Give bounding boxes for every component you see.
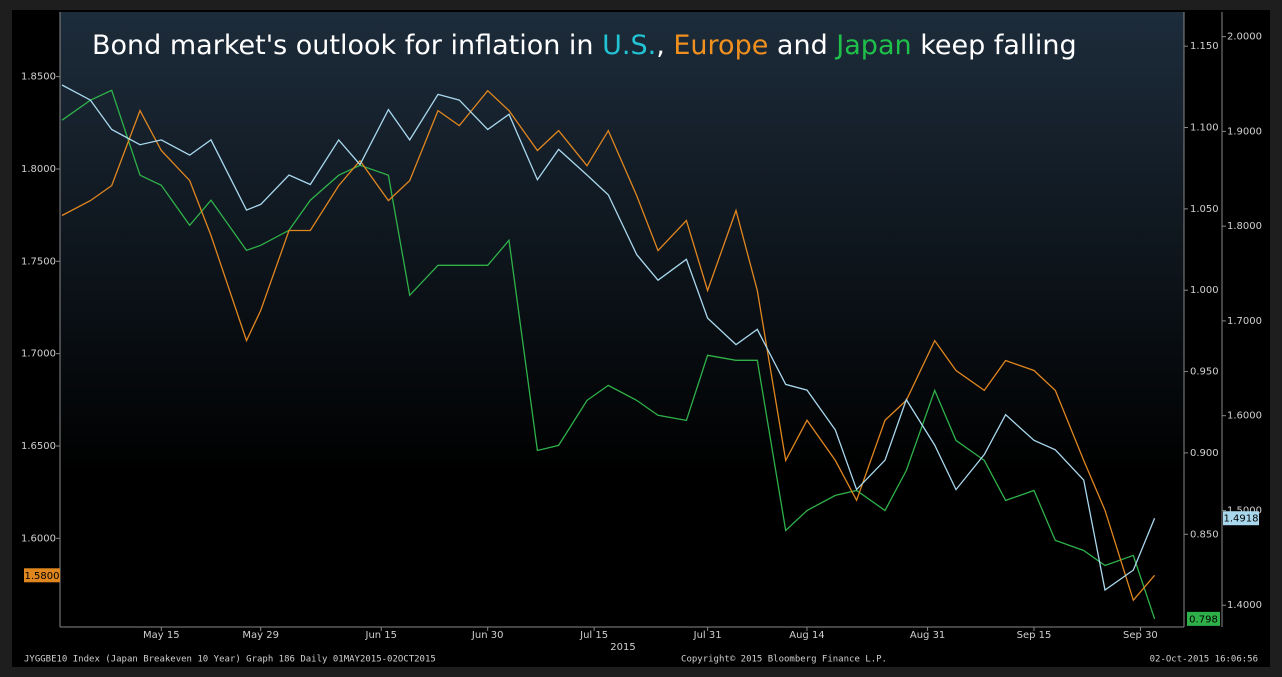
y-tick-label: 1.9000 [1227, 126, 1262, 137]
series-line [61, 89, 1156, 602]
x-tick-label: Jun 30 [471, 630, 504, 641]
title-series-name: Japan [834, 30, 911, 61]
y-tick-label: 1.6000 [1227, 411, 1262, 422]
y-tick-label: 1.8000 [1227, 221, 1262, 232]
chart-title: Bond market's outlook for inflation in U… [92, 30, 1077, 61]
y-tick-label: 1.4000 [1227, 600, 1262, 611]
title-text: and [768, 30, 836, 61]
title-text: , [656, 30, 673, 61]
y-tick-label: 1.7000 [1227, 316, 1262, 327]
series-line [61, 89, 1156, 620]
y-tick-label: 1.5000 [1227, 505, 1262, 516]
y-tick-label: 1.6000 [21, 533, 56, 544]
last-value-label: 1.5800 [25, 571, 60, 582]
y-tick-label: 0.900 [1190, 448, 1219, 459]
y-tick-label: 1.150 [1190, 41, 1219, 52]
y-tick-label: 1.7000 [21, 349, 56, 360]
footer-right: 02-Oct-2015 16:06:56 [1150, 655, 1258, 665]
x-tick-label: May 15 [143, 630, 180, 641]
x-tick-label: Aug 14 [789, 630, 824, 641]
x-tick-label: Aug 31 [910, 630, 945, 641]
last-value-box [1223, 511, 1259, 526]
x-tick-label: Jul 31 [693, 630, 722, 641]
y-tick-label: 2.0000 [1227, 32, 1262, 43]
x-tick-label: May 29 [242, 630, 279, 641]
title-text: keep falling [912, 30, 1077, 61]
x-tick-label: Jun 15 [365, 630, 398, 641]
y-tick-label: 1.6500 [21, 441, 56, 452]
x-tick-label: Jul 15 [579, 630, 608, 641]
plot-area [60, 12, 1184, 627]
footer-left: JYGGBE10 Index (Japan Breakeven 10 Year)… [24, 655, 436, 665]
x-tick-label: Sep 15 [1017, 630, 1052, 641]
last-value-box [24, 568, 60, 583]
y-tick-label: 0.950 [1190, 367, 1219, 378]
last-value-label: 1.4918 [1224, 514, 1259, 525]
title-series-name: U.S. [602, 30, 656, 61]
y-tick-label: 0.850 [1190, 529, 1219, 540]
series-line [61, 84, 1156, 592]
x-tick-label: Sep 30 [1123, 630, 1158, 641]
y-tick-label: 1.100 [1190, 123, 1219, 134]
footer-center: Copyright© 2015 Bloomberg Finance L.P. [681, 655, 887, 665]
title-series-name: Europe [673, 30, 768, 61]
y-tick-label: 1.8500 [21, 72, 56, 83]
x-year-label: 2015 [610, 642, 635, 653]
y-tick-label: 1.000 [1190, 285, 1219, 296]
y-tick-label: 1.8000 [21, 164, 56, 175]
last-value-box [1187, 611, 1220, 626]
y-tick-label: 1.050 [1190, 204, 1219, 215]
title-text: Bond market's outlook for inflation in [92, 30, 602, 61]
y-tick-label: 1.7500 [21, 256, 56, 267]
last-value-label: 0.798 [1189, 614, 1218, 625]
